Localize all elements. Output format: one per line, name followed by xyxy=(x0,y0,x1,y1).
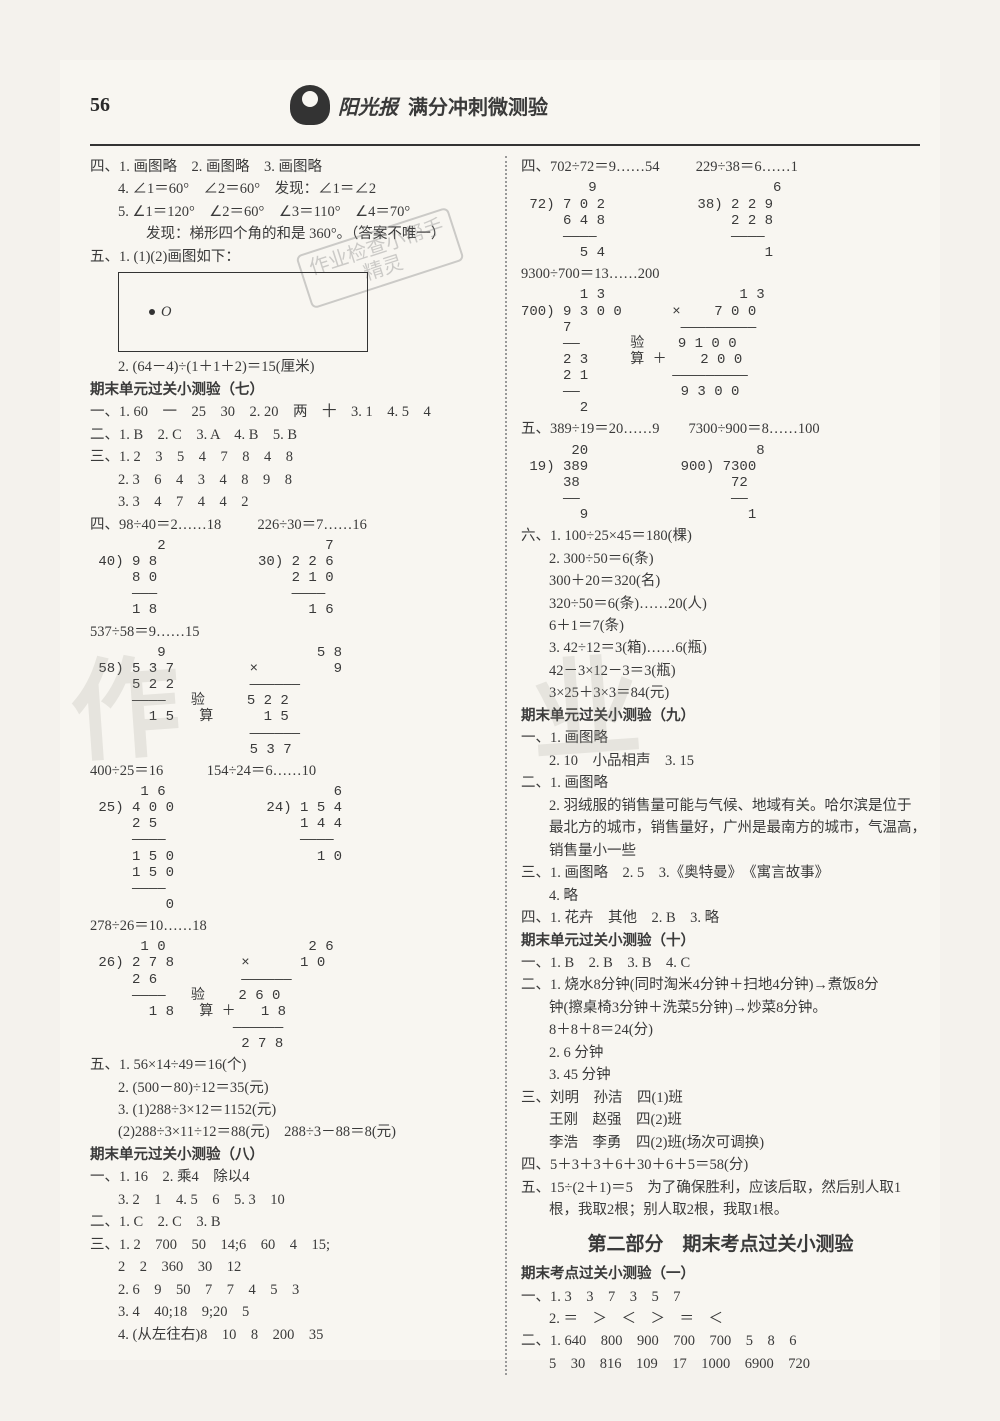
text-line: 三、1. 2 3 5 4 7 8 4 8 xyxy=(90,446,485,468)
text-line: 278÷26＝10……18 xyxy=(90,915,485,937)
text-line: 二、1. 烧水8分钟(同时淘米4分钟＋扫地4分钟)→煮饭8分 xyxy=(521,974,920,996)
text-line: 四、1. 画图略 2. 画图略 3. 画图略 xyxy=(90,156,485,178)
header-row: 56 阳光报 满分冲刺微测验 xyxy=(90,80,920,130)
text-line: 二、1. C 2. C 3. B xyxy=(90,1211,485,1233)
text-line: 3. 3 4 7 4 4 2 xyxy=(90,491,485,513)
text-line: 钟(擦桌椅3分钟＋洗菜5分钟)→炒菜8分钟。 xyxy=(521,997,920,1019)
text-line: 2. ＝ ＞ ＜ ＞ ＝ ＜ xyxy=(521,1308,920,1330)
long-division-block: 1 0 2 6 26) 2 7 8 × 1 0 2 6 —————— ———— … xyxy=(90,939,485,1052)
header-title: 满分冲刺微测验 xyxy=(408,91,548,120)
text-line: 2. (500－80)÷12＝35(元) xyxy=(90,1077,485,1099)
text-line: 3×25＋3×3＝84(元) xyxy=(521,682,920,704)
text-line: 3. 2 1 4. 5 6 5. 3 10 xyxy=(90,1189,485,1211)
text-line: 二、1. B 2. C 3. A 4. B 5. B xyxy=(90,424,485,446)
two-columns: 四、1. 画图略 2. 画图略 3. 画图略 4. ∠1＝60° ∠2＝60° … xyxy=(90,156,920,1375)
subsection-title: 期末考点过关小测验（一） xyxy=(521,1263,920,1285)
text-line: 三、刘明 孙洁 四(1)班 xyxy=(521,1087,920,1109)
text-line: 42－3×12－3＝3(瓶) xyxy=(521,660,920,682)
page-number: 56 xyxy=(90,94,110,117)
text-line: 李浩 李勇 四(2)班(场次可调换) xyxy=(521,1132,920,1154)
text-line: 四、1. 花卉 其他 2. B 3. 略 xyxy=(521,907,920,929)
text-line: 3. (1)288÷3×12＝1152(元) xyxy=(90,1099,485,1121)
long-division-block: 1 6 6 25) 4 0 0 24) 1 5 4 2 5 1 4 4 ————… xyxy=(90,784,485,913)
text-line: 6＋1＝7(条) xyxy=(521,615,920,637)
long-division-block: 9 5 8 58) 5 3 7 × 9 5 2 2 —————— ———— 验 … xyxy=(90,645,485,758)
page-container: 作 业 56 阳光报 满分冲刺微测验 作业检查小帮手 精灵 四、1. 画图略 2… xyxy=(60,60,940,1360)
long-division-block: 9 6 72) 7 0 2 38) 2 2 9 6 4 8 2 2 8 ————… xyxy=(521,180,920,260)
text-line: 4. (从左往右)8 10 8 200 35 xyxy=(90,1324,485,1346)
mascot-icon xyxy=(290,85,330,125)
text-line: 2. 6 分钟 xyxy=(521,1042,920,1064)
text-line: 根，我取2根；别人取2根，我取1根。 xyxy=(521,1199,920,1221)
text-line: 2. 羽绒服的销售量可能与气候、地域有关。哈尔滨是位于 xyxy=(521,795,920,817)
text-line: 二、1. 640 800 900 700 700 5 8 6 xyxy=(521,1330,920,1352)
left-column: 四、1. 画图略 2. 画图略 3. 画图略 4. ∠1＝60° ∠2＝60° … xyxy=(90,156,485,1375)
text-line: 5 30 816 109 17 1000 6900 720 xyxy=(521,1353,920,1375)
text-line: 四、98÷40＝2……18 226÷30＝7……16 xyxy=(90,514,485,536)
text-line: 3. 4 40;18 9;20 5 xyxy=(90,1301,485,1323)
text-line: 一、1. B 2. B 3. B 4. C xyxy=(521,952,920,974)
text-line: 400÷25＝16 154÷24＝6……10 xyxy=(90,760,485,782)
text-line: 三、1. 2 700 50 14;6 60 4 15; xyxy=(90,1234,485,1256)
text-line: 五、389÷19＝20……9 7300÷900＝8……100 xyxy=(521,418,920,440)
text-line: (2)288÷3×11÷12＝88(元) 288÷3－88＝8(元) xyxy=(90,1121,485,1143)
text-line: 一、1. 16 2. 乘4 除以4 xyxy=(90,1166,485,1188)
text-line: 300＋20＝320(名) xyxy=(521,570,920,592)
text-line: 320÷50＝6(条)……20(人) xyxy=(521,593,920,615)
text-line: 一、1. 3 3 7 3 5 7 xyxy=(521,1286,920,1308)
text-line: 四、702÷72＝9……54 229÷38＝6……1 xyxy=(521,156,920,178)
text-line: 销售量小一些 xyxy=(521,840,920,862)
text-line: 2. (64－4)÷(1＋1＋2)＝15(厘米) xyxy=(90,356,485,378)
subsection-title: 期末单元过关小测验（十） xyxy=(521,930,920,952)
logo-area: 阳光报 满分冲刺微测验 xyxy=(290,85,548,125)
text-line: 一、1. 60 一 25 30 2. 20 两 十 3. 1 4. 5 4 xyxy=(90,401,485,423)
part2-title: 第二部分 期末考点过关小测验 xyxy=(521,1230,920,1259)
text-line: 王刚 赵强 四(2)班 xyxy=(521,1109,920,1131)
text-line: 2. 3 6 4 3 4 8 9 8 xyxy=(90,469,485,491)
text-line: 9300÷700＝13……200 xyxy=(521,263,920,285)
text-line: 8＋8＋8＝24(分) xyxy=(521,1019,920,1041)
text-line: 4. 略 xyxy=(521,885,920,907)
text-line: 537÷58＝9……15 xyxy=(90,621,485,643)
text-line: 一、1. 画图略 xyxy=(521,727,920,749)
text-line: 2 2 360 30 12 xyxy=(90,1256,485,1278)
text-line: 二、1. 画图略 xyxy=(521,772,920,794)
subsection-title: 期末单元过关小测验（七） xyxy=(90,379,485,401)
text-line: 2. 10 小品相声 3. 15 xyxy=(521,750,920,772)
long-division-block: 1 3 1 3 700) 9 3 0 0 × 7 0 0 7 —————————… xyxy=(521,287,920,416)
text-line: 五、15÷(2＋1)＝5 为了确保胜利，应该后取，然后别人取1 xyxy=(521,1177,920,1199)
text-line: 四、5＋3＋3＋6＋30＋6＋5＝58(分) xyxy=(521,1154,920,1176)
text-line: 2. 300÷50＝6(条) xyxy=(521,548,920,570)
text-line: 最北方的城市，销售量好，广州是最南方的城市，气温高， xyxy=(521,817,920,839)
long-division-block: 20 8 19) 389 900) 7300 38 72 —— —— 9 1 xyxy=(521,443,920,523)
header-divider xyxy=(90,144,920,146)
point-label: O xyxy=(161,301,171,323)
text-line: 六、1. 100÷25×45＝180(棵) xyxy=(521,525,920,547)
text-line: 2. 6 9 50 7 7 4 5 3 xyxy=(90,1279,485,1301)
brand-script: 阳光报 xyxy=(338,91,398,120)
subsection-title: 期末单元过关小测验（九） xyxy=(521,705,920,727)
right-column: 四、702÷72＝9……54 229÷38＝6……1 9 6 72) 7 0 2… xyxy=(505,156,920,1375)
text-line: 五、1. 56×14÷49＝16(个) xyxy=(90,1054,485,1076)
rectangle-diagram: O xyxy=(118,272,368,352)
text-line: 3. 42÷12＝3(箱)……6(瓶) xyxy=(521,637,920,659)
text-line: 4. ∠1＝60° ∠2＝60° 发现：∠1＝∠2 xyxy=(90,178,485,200)
text-line: 三、1. 画图略 2. 5 3.《奥特曼》 《寓言故事》 xyxy=(521,862,920,884)
subsection-title: 期末单元过关小测验（八） xyxy=(90,1144,485,1166)
text-line: 3. 45 分钟 xyxy=(521,1064,920,1086)
long-division-block: 2 7 40) 9 8 30) 2 2 6 8 0 2 1 0 ——— ————… xyxy=(90,538,485,618)
point-dot-icon xyxy=(149,309,155,315)
